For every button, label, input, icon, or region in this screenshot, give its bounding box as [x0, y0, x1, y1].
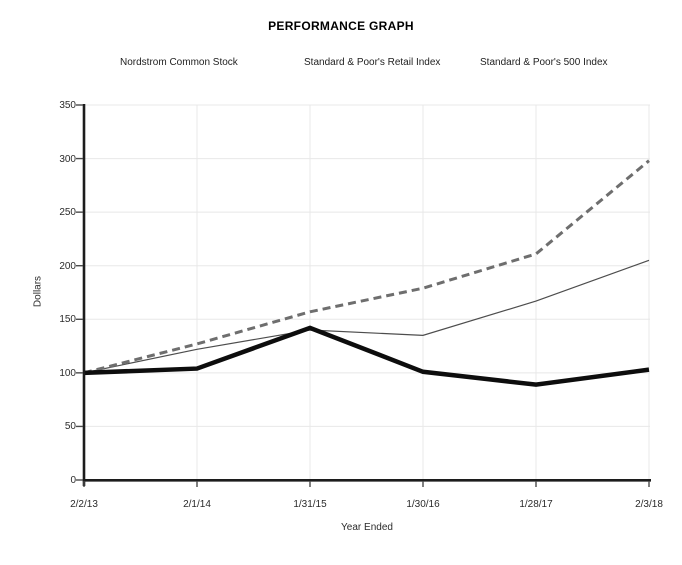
y-tick-label: 100	[59, 367, 76, 379]
y-tick-label: 350	[59, 100, 76, 111]
y-tick-label: 250	[59, 207, 76, 219]
chart-legend: Nordstrom Common Stock Standard & Poor's…	[0, 0, 682, 80]
series-line-standard-poor-s-retail-index	[83, 159, 650, 375]
chart-title: PERFORMANCE GRAPH	[268, 19, 414, 33]
y-tick-label: 150	[59, 314, 76, 326]
y-tick-label: 50	[64, 421, 76, 433]
series-line-standard-poor-s-500-index	[83, 259, 650, 374]
legend-label: Standard & Poor's 500 Index	[480, 56, 608, 68]
x-axis-title: Year Ended	[341, 522, 393, 533]
y-tick-label: 200	[59, 260, 76, 272]
x-tick-label: 1/30/16	[406, 499, 440, 510]
legend-label: Standard & Poor's Retail Index	[304, 56, 441, 68]
legend-item-nordstrom: Nordstrom Common Stock	[72, 56, 238, 68]
legend-item-sp-retail: Standard & Poor's Retail Index	[250, 56, 440, 68]
x-tick-label: 1/28/17	[519, 499, 553, 510]
y-tick-label: 0	[70, 475, 76, 486]
x-tick-label: 1/31/15	[293, 499, 327, 510]
legend-label: Nordstrom Common Stock	[120, 56, 238, 68]
x-tick-label: 2/2/13	[70, 499, 98, 510]
x-tick-label: 2/1/14	[183, 499, 211, 510]
y-tick-label: 300	[59, 153, 76, 165]
series-line-nordstrom-common-stock	[83, 325, 650, 387]
x-tick-label: 2/3/18	[635, 499, 663, 510]
legend-item-sp500: Standard & Poor's 500 Index	[430, 56, 608, 68]
